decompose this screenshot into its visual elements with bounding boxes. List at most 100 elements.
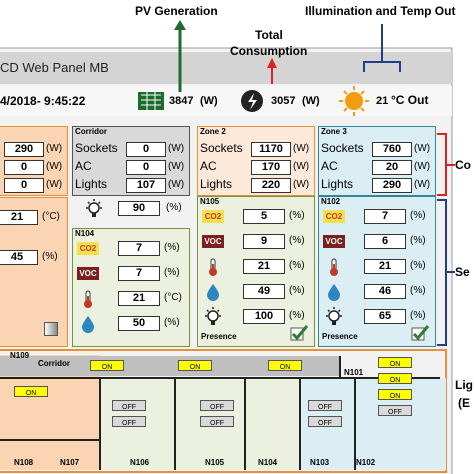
temp-out-value: 21 (376, 95, 389, 107)
value-box: 90 (118, 201, 160, 216)
light-button[interactable]: ON (178, 360, 212, 371)
unit: (W) (414, 143, 431, 154)
unit: (%) (410, 285, 426, 296)
check-icon (411, 325, 430, 341)
unit: (%) (410, 260, 426, 271)
light-button[interactable]: OFF (200, 416, 234, 427)
light-button[interactable]: OFF (112, 400, 146, 411)
value-box: 49 (243, 284, 285, 299)
unit: (W) (293, 143, 310, 154)
room-label: N104 (258, 458, 278, 467)
row-label: Sockets (200, 141, 243, 155)
row-label: Lights (75, 177, 108, 191)
value-box: 21 (0, 210, 38, 225)
datetime: 4/2018- 9:45:22 (0, 94, 86, 108)
row-label: AC (75, 159, 92, 173)
unit: (%) (289, 235, 305, 246)
value-box: 7 (118, 241, 160, 256)
room-label: N102 (356, 458, 376, 467)
light-button[interactable]: OFF (200, 400, 234, 411)
unit: (%) (289, 310, 305, 321)
side-label: (E (458, 396, 470, 410)
value-box: 760 (372, 142, 412, 157)
light-button[interactable]: ON (378, 373, 412, 384)
value-box: 290 (4, 142, 44, 157)
row-label: Lights (321, 177, 354, 191)
pv-unit: (W) (200, 95, 218, 107)
unit: (°C) (164, 292, 182, 303)
light-button[interactable]: ON (90, 360, 124, 371)
presence-label: Presence (322, 332, 358, 341)
value-box: 50 (118, 316, 160, 331)
bulb-icon (326, 307, 342, 325)
gray-square (44, 322, 58, 336)
unit: (%) (410, 310, 426, 321)
unit: (W) (293, 179, 310, 190)
room-label: N103 (310, 458, 330, 467)
value-box: 9 (243, 234, 285, 249)
unit: (%) (164, 317, 180, 328)
value-box: 170 (251, 160, 291, 175)
unit: (%) (166, 202, 182, 213)
room-label: N109 (10, 351, 30, 360)
sensor-badge: VOC (202, 235, 224, 248)
value-box: 5 (243, 209, 285, 224)
room-label: N108 (14, 458, 34, 467)
temp-out-unit: °C Out (391, 93, 429, 107)
row-label: Sockets (75, 141, 118, 155)
value-box: 220 (251, 178, 291, 193)
annotation: Total (255, 28, 283, 42)
sensor-badge: VOC (323, 235, 345, 248)
row-label: Lights (200, 177, 233, 191)
temp-icon (330, 258, 338, 276)
sensor-badge: CO2 (77, 242, 99, 255)
bulb-icon (86, 199, 102, 217)
annotation: PV Generation (135, 4, 218, 18)
light-button[interactable]: ON (378, 389, 412, 400)
light-button[interactable]: OFF (112, 416, 146, 427)
light-button[interactable]: ON (378, 357, 412, 368)
annotation: Consumption (230, 44, 308, 58)
unit: (°C) (42, 211, 60, 222)
zone-name: Zone 3 (321, 127, 347, 136)
value-box: 21 (118, 291, 160, 306)
consumption-unit: (W) (302, 95, 320, 107)
sensor-name: N102 (321, 197, 341, 206)
room-label: N101 (344, 368, 364, 377)
unit: (W) (46, 161, 63, 172)
row-label: Sockets (321, 141, 364, 155)
presence-label: Presence (201, 332, 237, 341)
light-button[interactable]: OFF (378, 405, 412, 416)
side-label: Co (455, 158, 471, 172)
value-box: 290 (372, 178, 412, 193)
value-box: 20 (372, 160, 412, 175)
room-label: N105 (205, 458, 225, 467)
consumption-value: 3057 (271, 95, 296, 107)
sensor-badge: VOC (77, 267, 99, 280)
value-box: 107 (126, 178, 166, 193)
unit: (W) (46, 179, 63, 190)
value-box: 1170 (251, 142, 291, 157)
light-button[interactable]: ON (268, 360, 302, 371)
temp-icon (84, 290, 92, 308)
zone-name: Zone 2 (200, 127, 226, 136)
sensor-badge: CO2 (323, 210, 345, 223)
unit: (%) (289, 260, 305, 271)
light-button[interactable]: OFF (308, 416, 342, 427)
light-button[interactable]: OFF (308, 400, 342, 411)
unit: (W) (293, 161, 310, 172)
sensor-name: N105 (200, 197, 220, 206)
value-box: 100 (243, 309, 285, 324)
side-label: Lig (455, 378, 473, 392)
light-button[interactable]: ON (14, 386, 48, 397)
unit: (W) (46, 143, 63, 154)
value-box: 7 (118, 266, 160, 281)
pv-value: 3847 (169, 95, 194, 107)
unit: (W) (414, 179, 431, 190)
drop-icon (207, 284, 219, 301)
room-label: Corridor (38, 359, 70, 368)
unit: (W) (414, 161, 431, 172)
side-label: Se (455, 265, 470, 279)
sensor-name: N104 (75, 229, 95, 238)
